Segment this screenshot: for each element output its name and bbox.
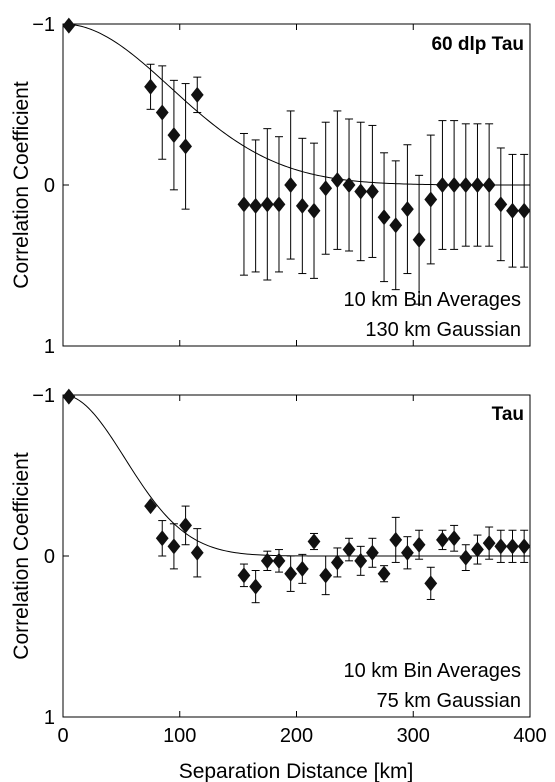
data-point: [260, 552, 274, 569]
data-point: [155, 104, 169, 121]
annotation-gaussian-scale: 75 km Gaussian: [376, 690, 521, 712]
data-point: [62, 388, 76, 405]
data-point: [459, 177, 473, 193]
data-point: [295, 560, 309, 577]
data-point: [482, 177, 496, 193]
data-point: [436, 177, 449, 193]
data-point: [342, 177, 356, 193]
panel-tau: 0 100 200 300 400−101 Tau 10 km Bin Averages…: [10, 385, 547, 747]
data-point: [144, 78, 157, 95]
data-point: [424, 191, 438, 208]
x-tick-label: 300: [397, 725, 430, 747]
data-point: [179, 138, 192, 155]
data-point: [272, 552, 286, 569]
data-point: [144, 498, 157, 515]
panel-title: Tau: [492, 404, 524, 425]
data-point: [389, 531, 403, 548]
data-point: [260, 196, 274, 213]
data-point: [272, 196, 286, 213]
data-point: [471, 177, 484, 193]
x-tick-label: 200: [280, 725, 313, 747]
data-point: [401, 201, 414, 218]
data-point: [190, 86, 204, 103]
gaussian-fit-line: [62, 394, 530, 557]
data-point: [506, 202, 519, 219]
data-point: [249, 197, 263, 214]
y-tick-label: −1: [32, 14, 55, 36]
panel-title: 60 dlp Tau: [431, 34, 524, 55]
annotation-bin-averages: 10 km Bin Averages: [343, 660, 521, 682]
data-point: [179, 517, 192, 534]
data-point: [365, 544, 379, 561]
data-point: [447, 177, 461, 193]
data-point: [284, 177, 298, 193]
y-axis-label: Correlation Coefficient: [10, 452, 33, 660]
data-point: [377, 565, 391, 582]
data-point: [237, 567, 251, 584]
data-point: [494, 538, 508, 555]
x-tick-label: 0: [57, 725, 68, 747]
data-point: [494, 196, 508, 213]
data-point: [284, 565, 298, 582]
chart-marks: −1 0 1: [32, 14, 531, 358]
data-point: [249, 578, 263, 595]
y-tick-label: 1: [44, 707, 55, 729]
panel-60-dlp-tau: −1 0 1 60 dlp Tau 10 km Bin Averages 130 k…: [10, 14, 531, 358]
y-axis-label: Correlation Coefficient: [10, 81, 33, 289]
annotation-gaussian-scale: 130 km Gaussian: [365, 319, 521, 341]
data-point: [365, 183, 379, 200]
data-point: [401, 544, 414, 561]
annotation-bin-averages: 10 km Bin Averages: [343, 289, 521, 311]
data-point: [155, 530, 169, 547]
x-tick-label: 100: [163, 725, 196, 747]
data-point: [354, 183, 368, 200]
y-tick-label: 0: [44, 546, 55, 568]
data-point: [436, 531, 449, 548]
data-point: [354, 552, 368, 569]
data-point: [307, 533, 321, 550]
data-point: [471, 541, 484, 558]
data-point: [482, 535, 496, 552]
data-point: [517, 538, 531, 555]
data-point: [459, 549, 473, 566]
data-point: [424, 575, 438, 592]
data-point: [389, 217, 403, 234]
data-point: [412, 231, 426, 248]
x-tick-label: 400: [513, 725, 546, 747]
data-point: [237, 196, 251, 213]
data-point: [377, 209, 391, 226]
y-tick-label: 1: [44, 336, 55, 358]
data-point: [506, 538, 519, 555]
data-point: [342, 541, 356, 558]
data-point: [330, 172, 344, 189]
y-tick-label: 0: [44, 175, 55, 197]
chart-marks: 0 100 200 300 400−101: [32, 385, 547, 747]
data-point: [330, 554, 344, 571]
data-point: [517, 202, 531, 219]
data-point: [307, 202, 321, 219]
data-point: [190, 544, 204, 561]
x-axis-label: Separation Distance [km]: [179, 760, 414, 782]
data-point: [319, 567, 333, 584]
data-point: [412, 536, 426, 553]
data-point: [319, 180, 333, 197]
data-point: [167, 538, 181, 555]
y-tick-label: −1: [32, 385, 55, 407]
data-point: [295, 197, 309, 214]
data-point: [62, 17, 76, 34]
data-point: [447, 530, 461, 547]
data-point: [167, 127, 181, 144]
